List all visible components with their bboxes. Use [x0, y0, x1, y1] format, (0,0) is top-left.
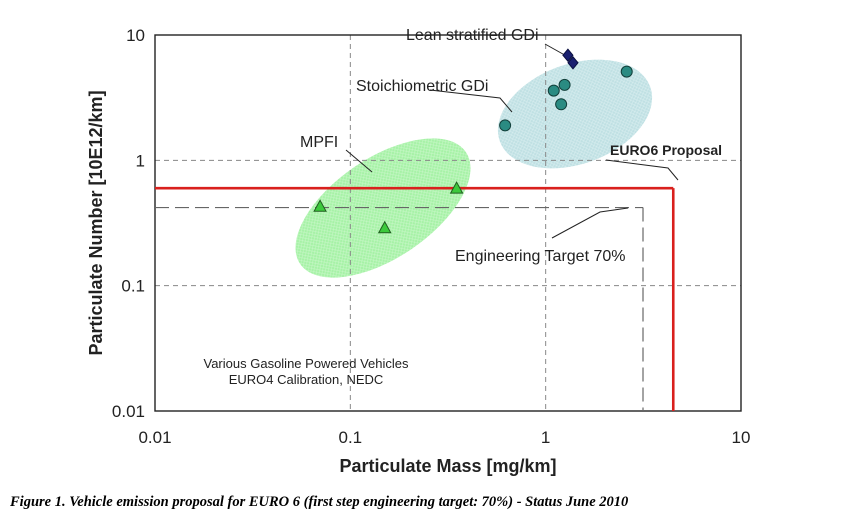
x-tick-label: 0.1	[339, 428, 363, 447]
annotation-vehicles: Various Gasoline Powered Vehicles	[204, 356, 409, 371]
point-stoichiometric-gdi	[555, 98, 568, 111]
limit-label-euro6: EURO6 Proposal	[610, 142, 722, 158]
limit-lines	[155, 186, 675, 411]
point-stoichiometric-gdi	[620, 65, 633, 78]
region-stoichiometric-gdi	[497, 59, 653, 169]
x-tick-label: 0.01	[138, 428, 171, 447]
y-tick-label: 0.1	[121, 277, 145, 296]
leader-lines	[345, 43, 679, 239]
figure-caption: Figure 1. Vehicle emission proposal for …	[10, 494, 629, 510]
y-tick-label: 10	[126, 26, 145, 45]
point-stoichiometric-gdi	[499, 119, 512, 132]
point-stoichiometric-gdi	[547, 84, 560, 97]
plot-area	[154, 34, 742, 412]
point-mpfi	[313, 199, 327, 212]
limit-label-engineering-target: Engineering Target 70%	[455, 248, 626, 265]
y-tick-label: 1	[136, 151, 145, 170]
x-tick-label: 10	[732, 428, 751, 447]
x-tick-label: 1	[541, 428, 550, 447]
series-label-lean-stratified-gdi: Lean stratified GDi	[406, 27, 539, 44]
x-tick-labels: 0.01 0.1 1 10	[138, 428, 750, 447]
y-axis-title: Particulate Number [10E12/km]	[86, 90, 106, 355]
annotation-calibration: EURO4 Calibration, NEDC	[229, 372, 384, 387]
y-tick-label: 0.01	[112, 402, 145, 421]
point-mpfi	[377, 220, 392, 234]
point-stoichiometric-gdi	[558, 78, 571, 91]
series-label-stoichiometric-gdi: Stoichiometric GDi	[356, 78, 488, 95]
grid	[155, 35, 741, 411]
series-label-mpfi: MPFI	[300, 134, 338, 151]
x-axis-title: Particulate Mass [mg/km]	[339, 456, 556, 476]
point-lean-stratified-gdi	[562, 48, 574, 62]
chart: 0.01 0.1 1 10 0.01 0.1 1 10 Particulate Mass […	[86, 26, 750, 476]
data-points	[313, 48, 633, 234]
y-tick-labels: 0.01 0.1 1 10	[112, 26, 145, 421]
point-lean-stratified-gdi	[567, 56, 579, 70]
point-mpfi	[449, 181, 464, 194]
